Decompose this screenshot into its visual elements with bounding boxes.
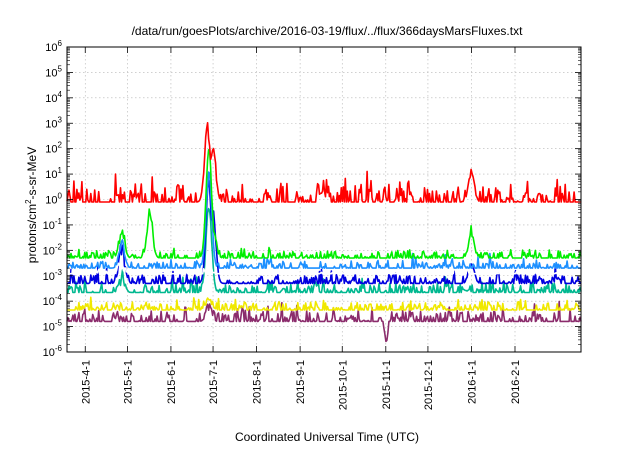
x-tick-label: 2015-6-1: [166, 360, 178, 404]
series-line-4: [67, 179, 582, 285]
x-tick-label: 2015-7-1: [208, 360, 220, 404]
y-tick-label-exp: -2: [55, 242, 63, 251]
y-tick-label-exp: 4: [58, 90, 63, 99]
x-tick-label: 2015-12-1: [423, 360, 435, 410]
x-tick-label: 2016-1-1: [466, 360, 478, 404]
y-tick-label: 106: [45, 39, 62, 54]
series-line-3: [67, 207, 582, 294]
y-tick-label: 10-4: [43, 293, 63, 308]
series-line-6: [67, 171, 581, 269]
axes: [66, 46, 582, 353]
series-line-2: [66, 296, 582, 311]
series-line-1: [66, 300, 582, 343]
x-tick-label: 2015-8-1: [252, 360, 264, 404]
tick-labels: 10-610-510-410-310-210-11001011021031041…: [43, 39, 522, 410]
y-tick-label-base: 10: [45, 118, 57, 130]
y-axis-title: protons/cm2-s-sr-MeV: [24, 147, 39, 263]
y-axis-title-prefix: protons/cm: [25, 204, 39, 263]
series-line-8: [66, 122, 581, 203]
y-tick-label: 10-3: [43, 268, 63, 283]
series-line-7: [66, 149, 582, 259]
y-tick-label: 105: [45, 64, 62, 79]
y-tick-label-base: 10: [43, 347, 55, 359]
y-tick-label-base: 10: [43, 220, 55, 232]
series-line-5: [67, 259, 581, 275]
y-tick-label: 101: [45, 166, 62, 181]
y-tick-label-base: 10: [45, 169, 57, 181]
y-tick-label-base: 10: [45, 67, 57, 79]
y-tick-label: 102: [45, 141, 62, 156]
y-tick-label-base: 10: [43, 296, 55, 308]
y-tick-label-exp: -4: [55, 293, 63, 302]
y-tick-label: 10-6: [43, 344, 63, 359]
y-tick-label-exp: 3: [58, 115, 63, 124]
y-tick-label-exp: -6: [55, 344, 63, 353]
y-tick-label-base: 10: [45, 144, 57, 156]
y-tick-label-exp: 1: [58, 166, 63, 175]
x-tick-label: 2016-2-1: [510, 360, 522, 404]
y-axis-title-suffix: -s-sr-MeV: [25, 147, 39, 200]
y-tick-label-base: 10: [43, 322, 55, 334]
y-tick-label: 10-2: [43, 242, 63, 257]
y-tick-label-base: 10: [45, 42, 57, 54]
y-tick-label-base: 10: [45, 195, 57, 207]
y-tick-label-exp: 0: [58, 192, 63, 201]
y-tick-label: 100: [45, 192, 62, 207]
y-tick-label: 104: [45, 90, 62, 105]
y-tick-label-exp: -1: [55, 217, 63, 226]
x-tick-label: 2015-11-1: [381, 360, 393, 409]
y-tick-label: 103: [45, 115, 62, 130]
y-tick-label-exp: 6: [58, 39, 63, 48]
y-tick-label-exp: -3: [55, 268, 63, 277]
x-tick-label: 2015-9-1: [295, 360, 307, 404]
y-tick-label-base: 10: [43, 245, 55, 257]
x-tick-label: 2015-5-1: [122, 360, 134, 404]
x-axis-title: Coordinated Universal Time (UTC): [235, 430, 419, 444]
y-axis-title-sup: 2: [24, 199, 33, 204]
x-tick-label: 2015-10-1: [337, 360, 349, 410]
y-tick-label-base: 10: [45, 93, 57, 105]
series-lines: [66, 122, 582, 343]
y-tick-label-exp: 5: [58, 64, 63, 73]
x-tick-label: 2015-4-1: [80, 360, 92, 404]
y-tick-label: 10-1: [43, 217, 63, 232]
y-tick-label-exp: 2: [58, 141, 63, 150]
chart-title: /data/run/goesPlots/archive/2016-03-19/f…: [132, 24, 524, 38]
y-tick-label-exp: -5: [55, 319, 63, 328]
y-tick-label-base: 10: [43, 271, 55, 283]
plot-frame: [66, 46, 582, 353]
y-tick-label: 10-5: [43, 319, 63, 334]
